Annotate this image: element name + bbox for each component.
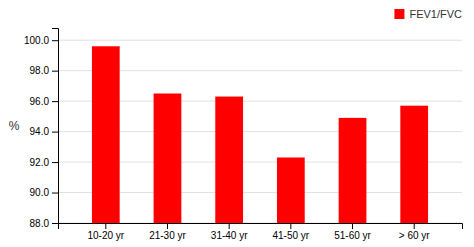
y-tick: 92.0: [30, 157, 58, 168]
y-tick-label: 100.0: [24, 35, 49, 46]
y-tick-mark: [52, 40, 58, 41]
y-tick-label: 92.0: [30, 157, 50, 168]
x-axis: 10-20 yr 21-30 yr 31-40 yr 41-50 yr 51-60 yr…: [59, 223, 463, 241]
bar: [92, 46, 120, 223]
x-tick-mark: [352, 223, 353, 229]
x-tick-label: 51-60 yr: [334, 230, 371, 241]
x-tick: 10-20 yr: [87, 223, 124, 241]
x-tick-mark: [229, 223, 230, 229]
y-tick: 88.0: [30, 218, 58, 229]
x-tick: 41-50 yr: [272, 223, 309, 241]
y-tick-mark: [52, 71, 58, 72]
y-tick-label: 88.0: [30, 218, 50, 229]
bar: [400, 106, 428, 223]
x-tick-label: > 60 yr: [399, 230, 431, 241]
x-tick-label: 41-50 yr: [272, 230, 309, 241]
y-tick-mark: [52, 101, 58, 102]
x-axis-line: [59, 224, 463, 230]
x-tick: 31-40 yr: [211, 223, 248, 241]
x-tick-mark: [414, 223, 415, 229]
bar: [339, 118, 367, 223]
y-tick-mark: [52, 223, 58, 224]
plot: 88.0 90.0 92.0 94.0 96.0 98.0 100.0 10-20 yr 21-…: [24, 29, 463, 247]
legend-label: FEV1/FVC: [409, 8, 462, 20]
bar: [277, 157, 305, 223]
legend-swatch: [394, 9, 404, 19]
x-tick-label: 10-20 yr: [87, 230, 124, 241]
y-axis-title: %: [9, 119, 20, 133]
x-tick-mark: [167, 223, 168, 229]
bar: [215, 97, 243, 223]
legend-item: FEV1/FVC: [394, 8, 462, 20]
y-tick-label: 96.0: [30, 96, 50, 107]
x-tick-mark: [105, 223, 106, 229]
y-axis-line: [52, 29, 59, 224]
y-tick: 96.0: [30, 96, 58, 107]
x-tick: 21-30 yr: [149, 223, 186, 241]
bar: [154, 94, 182, 223]
y-tick: 98.0: [30, 65, 58, 76]
y-tick-label: 94.0: [30, 126, 50, 137]
y-tick: 90.0: [30, 187, 58, 198]
x-tick-label: 31-40 yr: [211, 230, 248, 241]
bars: [92, 46, 428, 223]
x-tick: 51-60 yr: [334, 223, 371, 241]
y-tick-mark: [52, 162, 58, 163]
y-tick-label: 90.0: [30, 187, 50, 198]
chart: 88.0 90.0 92.0 94.0 96.0 98.0 100.0 10-20 yr 21-…: [0, 0, 474, 247]
x-tick-mark: [290, 223, 291, 229]
x-tick: > 60 yr: [399, 223, 431, 241]
y-tick-mark: [52, 132, 58, 133]
grid-line: [58, 40, 462, 41]
legend: FEV1/FVC: [394, 8, 462, 20]
y-tick: 100.0: [24, 35, 58, 46]
x-tick-label: 21-30 yr: [149, 230, 186, 241]
y-tick-mark: [52, 193, 58, 194]
y-tick: 94.0: [30, 126, 58, 137]
y-tick-label: 98.0: [30, 65, 50, 76]
y-axis: 88.0 90.0 92.0 94.0 96.0 98.0 100.0: [24, 29, 59, 229]
